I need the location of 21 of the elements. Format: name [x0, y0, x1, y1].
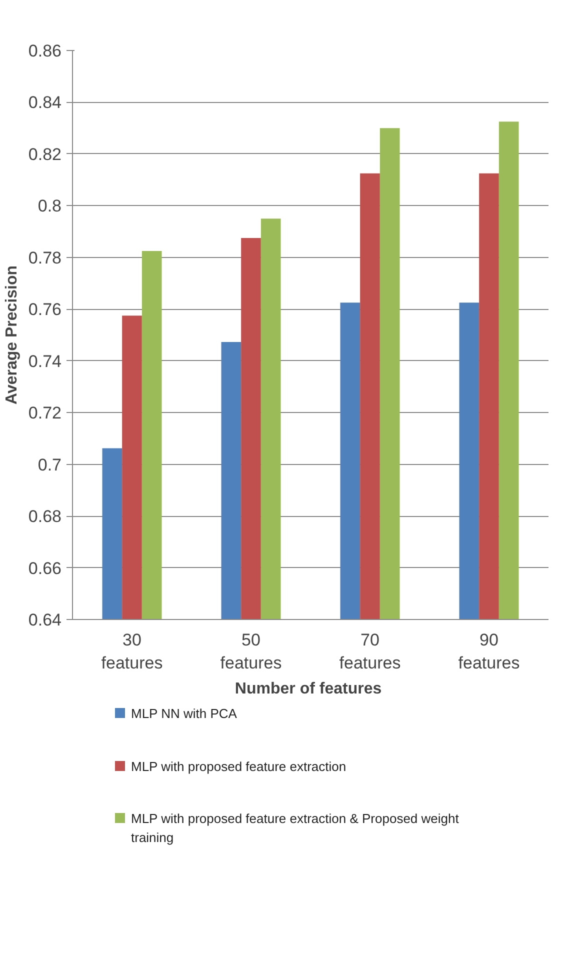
y-tick-label: 0.86: [28, 42, 62, 60]
y-tick-label: 0.78: [28, 248, 62, 268]
x-tick-label: 30 features: [101, 630, 163, 672]
y-tick-label: 0.74: [28, 352, 62, 371]
x-tick-label: 50 features: [220, 630, 282, 672]
y-tick-label: 0.72: [28, 404, 62, 423]
x-tick-label: 70 features: [339, 630, 401, 672]
legend-label: MLP NN with PCA: [131, 705, 237, 723]
y-axis-title: Average Precision: [3, 265, 20, 405]
y-tick-label: 0.84: [28, 93, 62, 112]
y-tick-label: 0.64: [28, 610, 62, 630]
y-tick-label: 0.66: [28, 558, 62, 578]
y-tick-label: 0.76: [28, 300, 62, 320]
y-tick-label: 0.8: [38, 196, 62, 216]
x-tick-label: 90 features: [458, 630, 520, 672]
y-tick-label: 0.82: [28, 144, 62, 164]
legend-label: MLP with proposed feature extraction: [131, 758, 346, 776]
y-tick-label: 0.68: [28, 507, 62, 526]
y-tick-label: 0.7: [38, 455, 62, 474]
x-axis-title: Number of features: [234, 680, 382, 698]
legend-label: MLP with proposed feature extraction & Proposed weight training: [131, 810, 460, 847]
